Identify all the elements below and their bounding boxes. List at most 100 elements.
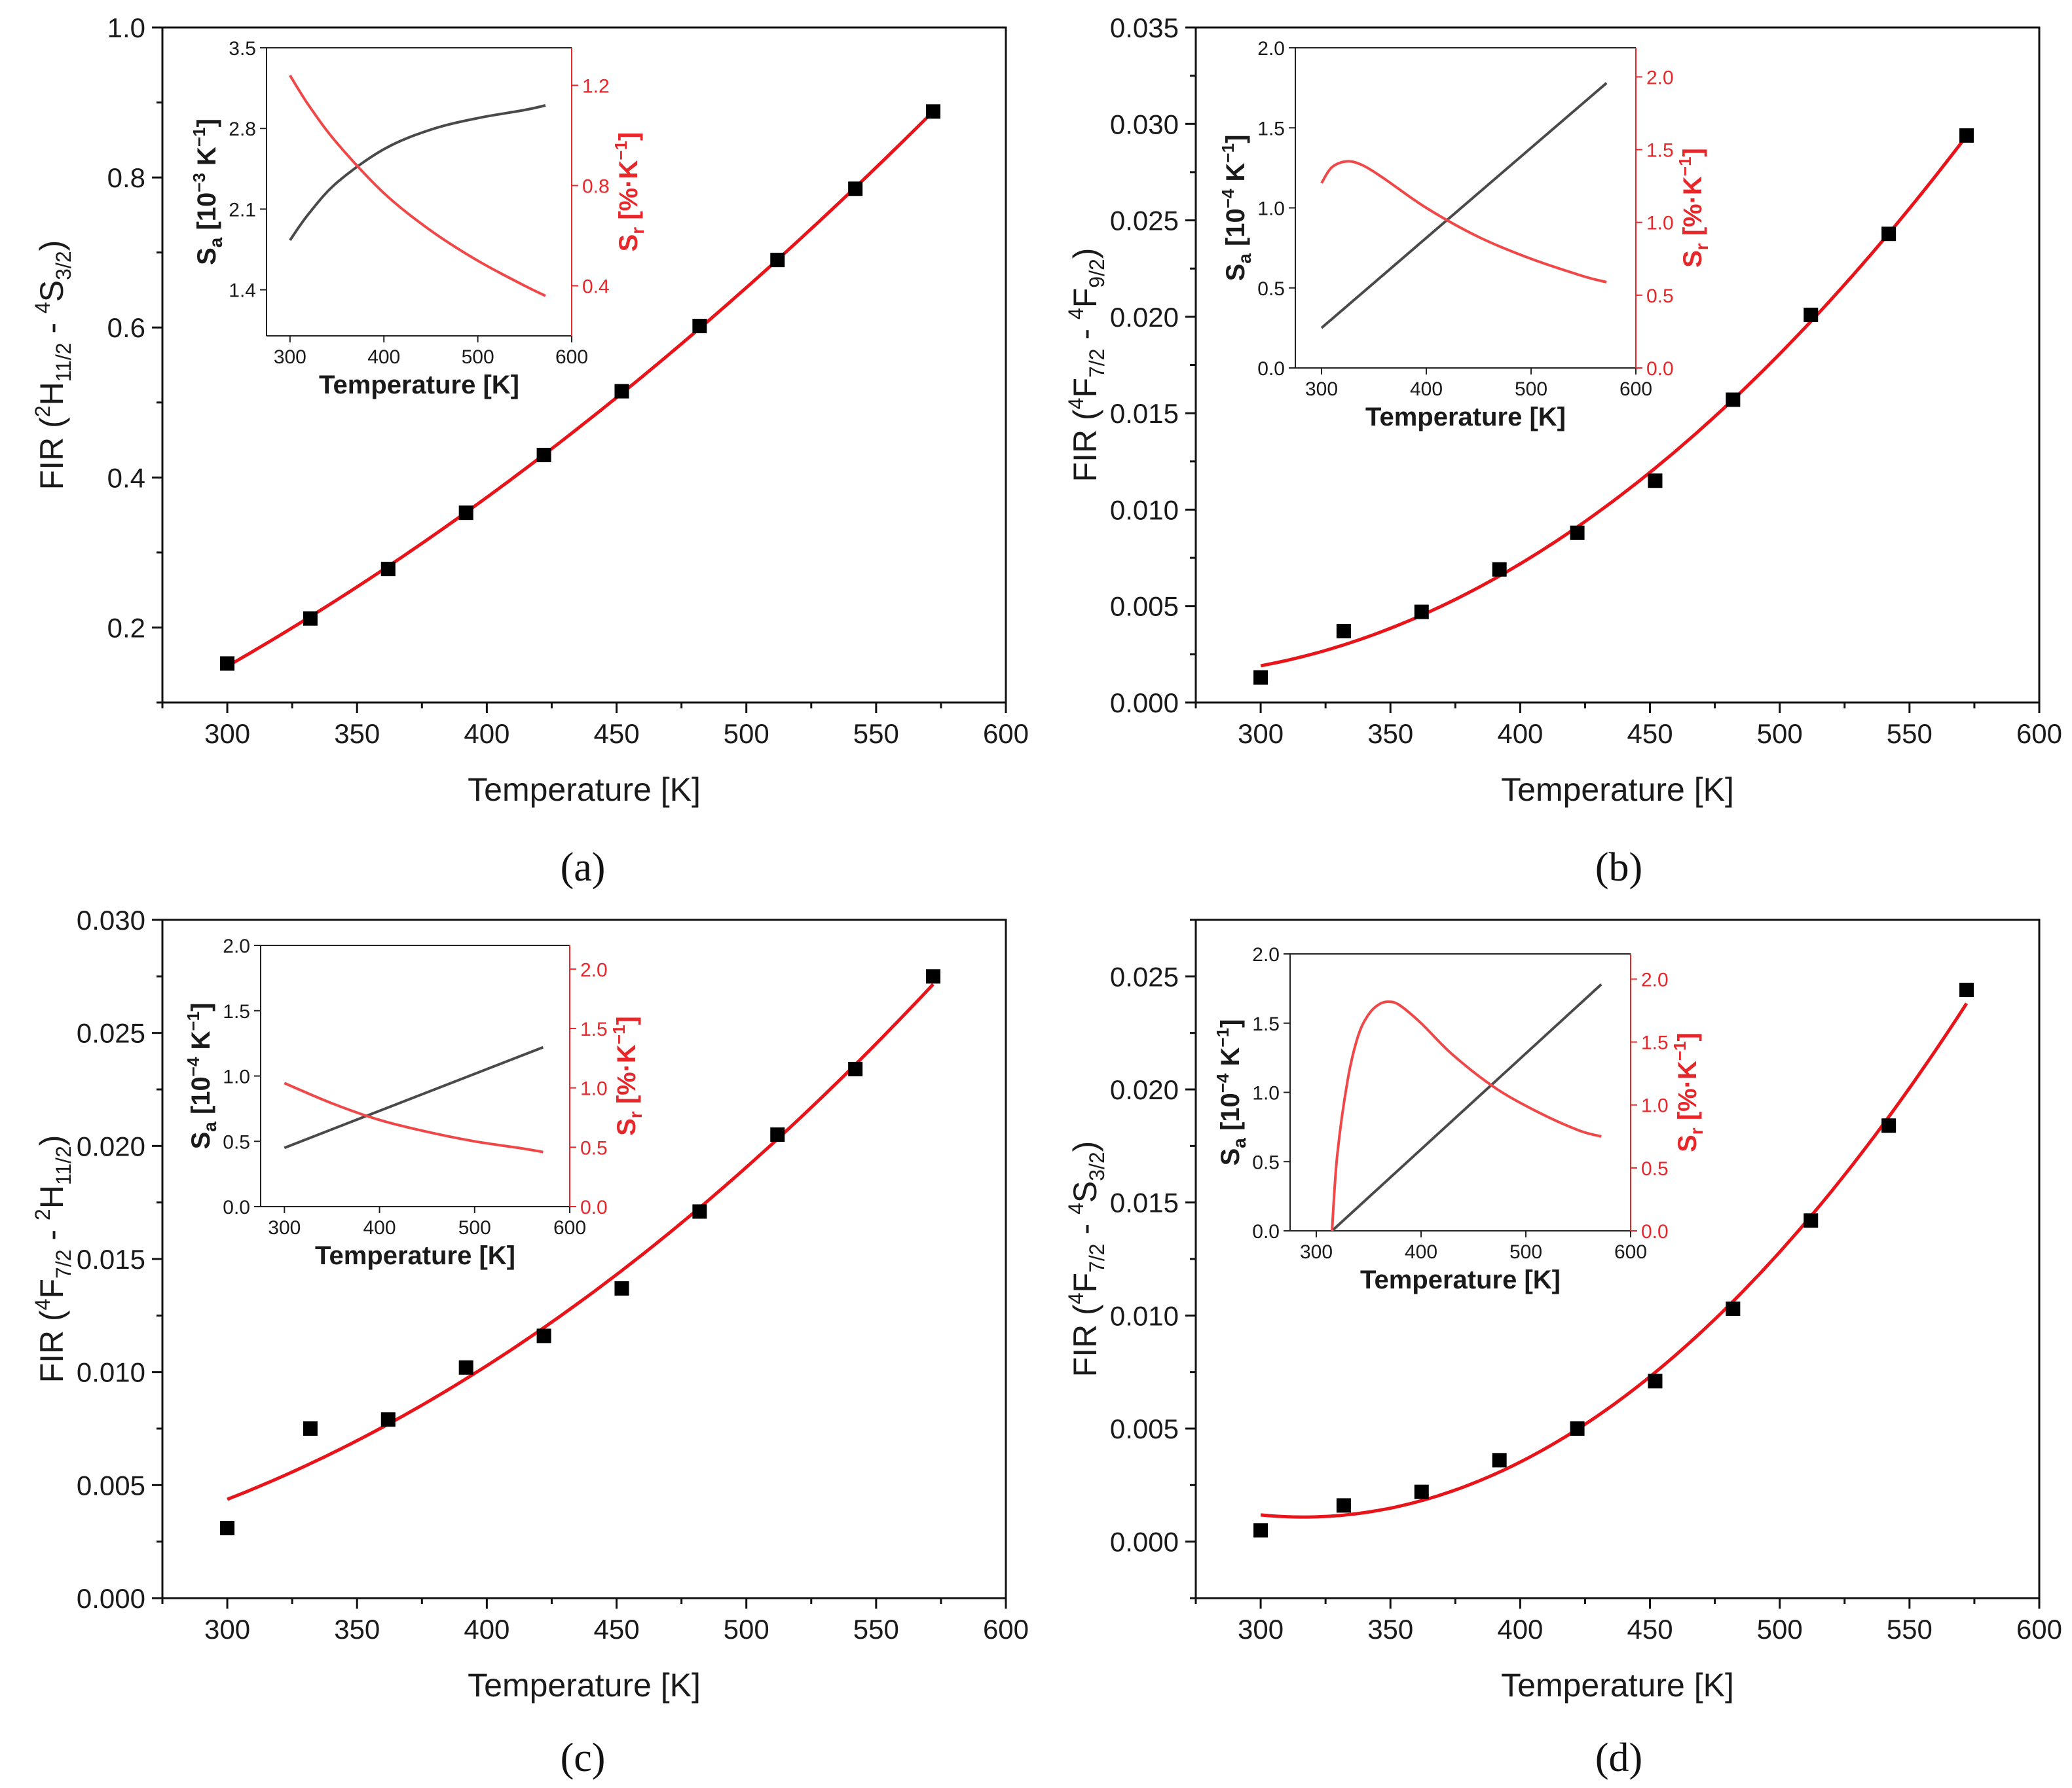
x-tick-label: 500: [1757, 718, 1803, 749]
main-plot-b: 300 350 400 450 500 550 6000.0000.0050.0100.01…: [1064, 12, 2062, 808]
inset-left-tick-label: 1.4: [229, 280, 256, 302]
y-title-term: F: [1067, 288, 1103, 308]
inset-left-axis-title: Sa [10−4 K−1]: [1213, 1019, 1249, 1166]
y-tick-label: 0.020: [77, 1131, 145, 1161]
y-axis-title: FIR (4F7/2 - 4S3/2): [1064, 1141, 1109, 1377]
main-plot-d: 300 350 400 450 500 550 6000.0000.0050.0100.01…: [1064, 919, 2062, 1704]
y-title-sup: 4: [1064, 1292, 1088, 1304]
data-point: [303, 611, 318, 626]
inset-left-tick-label: 2.8: [229, 119, 256, 140]
inset-x-tick-label: 400: [1405, 1241, 1437, 1263]
x-tick-label: 550: [853, 1614, 899, 1645]
inset-left-tick-label: 1.5: [1257, 118, 1285, 139]
data-point: [1726, 392, 1741, 407]
inset-left-axis-title: Sa [10−4 K−1]: [183, 1003, 220, 1150]
inset-right-tick-label: 1.5: [1646, 140, 1674, 162]
x-tick-label: 400: [1497, 718, 1543, 749]
y-title-prefix: FIR (: [1067, 1304, 1103, 1377]
panel-label-d: (d): [1595, 1736, 1642, 1780]
y-tick-label: 0.005: [1110, 591, 1179, 622]
y-title-suffix: ): [33, 240, 70, 251]
inset-left-tick-label: 0.5: [223, 1131, 250, 1153]
y-title-sep: -: [1067, 1214, 1103, 1243]
y-axis-title: FIR (4F7/2 - 2H11/2): [31, 1135, 75, 1383]
sa-unit-close: ]: [1216, 1019, 1245, 1028]
inset-plot-c: 300 400 500 6000.00.51.01.52.00.00.51.01.52…: [183, 936, 646, 1270]
sa-subscript: a: [206, 237, 226, 247]
inset-left-tick-label: 2.1: [229, 199, 256, 221]
y-title-term: F: [1067, 378, 1103, 398]
sa-unit-prefix: [10: [193, 192, 221, 238]
y-title-sub: 7/2: [1085, 349, 1109, 378]
inset-plot-a: 300 400 500 600 1.4 2.1 2.8 3.5 0.4 0.8 1.2 Tempera…: [189, 38, 648, 399]
inset-right-tick-label: 0.0: [1641, 1221, 1669, 1243]
inset-right-tick-label: 0.4: [582, 276, 610, 297]
data-point: [1253, 1523, 1268, 1538]
data-point: [458, 1360, 473, 1375]
data-point: [1804, 1213, 1819, 1228]
data-point: [380, 562, 396, 577]
inset-x-tick-label: 600: [1614, 1241, 1647, 1263]
data-point: [1959, 983, 1974, 998]
data-point: [220, 1520, 235, 1535]
sa-exponent: −3: [189, 173, 209, 192]
sr-unit-close: ]: [1673, 1032, 1702, 1041]
inset-background: [261, 945, 570, 1207]
inset-left-tick-label: 2.0: [1257, 38, 1285, 60]
y-title-sup: 4: [1064, 308, 1088, 319]
inset-right-tick-label: 0.0: [580, 1197, 608, 1218]
inset-right-tick-label: 1.0: [1646, 213, 1674, 234]
inset-left-tick-label: 3.5: [229, 38, 256, 60]
panel-label-b: (b): [1595, 845, 1642, 890]
data-point: [614, 1281, 629, 1296]
y-tick-label: 0.000: [1110, 687, 1179, 718]
y-title-suffix: ): [1067, 1141, 1103, 1152]
inset-sa-curve: [284, 1046, 544, 1150]
y-title-prefix: FIR (: [33, 1310, 70, 1383]
inset-left-axis-title: Sa [10−3 K−1]: [189, 119, 226, 265]
panel-c: 300 350 400 450 500 550 6000.0000.0050.0100.01…: [31, 905, 1029, 1780]
y-tick-label: 0.025: [1110, 961, 1179, 992]
inset-x-tick-label: 600: [555, 346, 588, 368]
inset-sa-curve: [289, 104, 546, 242]
inset-background: [267, 48, 572, 336]
data-point: [1414, 604, 1429, 619]
inset-sr-curve: [289, 75, 546, 297]
y-title-prefix: FIR (: [33, 417, 70, 490]
sr-unit-prefix: [%·K: [612, 1044, 641, 1111]
sr-symbol: S: [1673, 1135, 1702, 1152]
inset-left-tick-label: 1.0: [1252, 1083, 1280, 1104]
sa-exponent: −4: [1218, 189, 1238, 208]
y-tick-label: 0.2: [107, 612, 145, 643]
data-point: [220, 656, 235, 671]
y-tick-label: 0.000: [77, 1583, 145, 1614]
inset-left-tick-label: 2.0: [1252, 944, 1280, 966]
inset-x-tick-label: 600: [1619, 378, 1652, 400]
inset-right-tick-label: 0.0: [1646, 358, 1674, 380]
x-tick-label: 350: [1367, 718, 1413, 749]
inset-x-axis-title: Temperature [K]: [315, 1241, 515, 1270]
data-point: [1336, 624, 1351, 639]
data-point: [770, 253, 785, 268]
sa-unit-exponent: −1: [1213, 1028, 1232, 1048]
sa-exponent: −4: [183, 1057, 203, 1076]
y-axis-title: FIR (2H11/2 - 4S3/2): [31, 240, 75, 490]
inset-background: [1290, 954, 1631, 1231]
panel-b: 300 350 400 450 500 550 6000.0000.0050.0100.01…: [1064, 12, 2062, 890]
data-point: [1492, 562, 1507, 577]
inset-x-tick-label: 300: [1300, 1241, 1333, 1263]
sa-unit: K: [187, 1031, 215, 1057]
y-title-sup: 2: [31, 405, 54, 417]
inset-x-tick-label: 300: [1305, 378, 1338, 400]
fit-curve: [1260, 1002, 1969, 1519]
x-tick-label: 450: [1627, 718, 1673, 749]
x-tick-label: 500: [1757, 1614, 1803, 1645]
sr-subscript: r: [1686, 1127, 1707, 1135]
x-tick-label: 600: [2016, 1614, 2062, 1645]
sr-unit-prefix: [%·K: [614, 160, 643, 227]
y-tick-label: 0.010: [1110, 1300, 1179, 1331]
x-tick-label: 350: [334, 718, 380, 749]
inset-right-tick-label: 1.0: [580, 1078, 608, 1100]
data-point: [1726, 1301, 1741, 1316]
inset-right-axis-title: Sr [%·K−1]: [1670, 1032, 1707, 1152]
